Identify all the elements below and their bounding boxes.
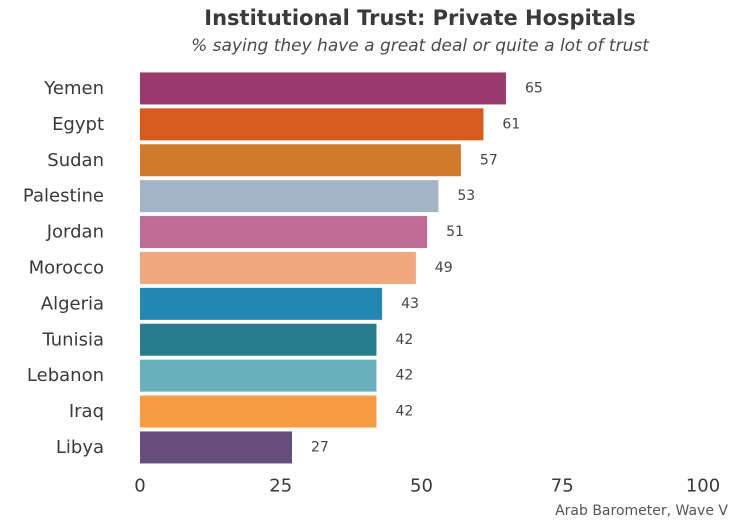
category-label-yemen: Yemen: [43, 78, 104, 99]
bar-jordan: [140, 216, 428, 249]
chart-subtitle: % saying they have a great deal or quite…: [191, 36, 649, 56]
category-label-morocco: Morocco: [29, 257, 104, 278]
bar-iraq: [140, 395, 377, 428]
chart-caption: Arab Barometer, Wave V: [555, 503, 728, 519]
category-label-iraq: Iraq: [69, 401, 104, 422]
bar-lebanon: [140, 359, 377, 392]
category-label-egypt: Egypt: [52, 114, 104, 135]
x-tick-50: 50: [410, 476, 433, 497]
category-label-palestine: Palestine: [23, 186, 104, 207]
value-label-algeria: 43: [401, 296, 419, 312]
category-label-libya: Libya: [56, 437, 104, 458]
chart-title: Institutional Trust: Private Hospitals: [204, 6, 636, 30]
bar-palestine: [140, 180, 439, 213]
value-label-sudan: 57: [480, 152, 498, 168]
x-tick-0: 0: [134, 476, 145, 497]
bar-sudan: [140, 144, 461, 177]
bar-morocco: [140, 251, 416, 284]
category-label-sudan: Sudan: [47, 150, 104, 171]
value-label-morocco: 49: [435, 260, 453, 276]
x-tick-25: 25: [269, 476, 292, 497]
bar-algeria: [140, 287, 383, 320]
category-label-jordan: Jordan: [46, 222, 104, 243]
value-label-egypt: 61: [502, 116, 520, 132]
category-labels: Yemen Egypt Sudan Palestine Jordan Morocco Alg…: [23, 78, 104, 458]
category-label-algeria: Algeria: [41, 293, 104, 314]
value-label-lebanon: 42: [395, 368, 413, 384]
bar-libya: [140, 431, 293, 464]
value-label-yemen: 65: [525, 80, 543, 96]
value-labels: 65 61 57 53 51 49 43 42 42 42 27: [311, 80, 543, 455]
value-label-tunisia: 42: [395, 332, 413, 348]
bar-tunisia: [140, 323, 377, 356]
value-label-libya: 27: [311, 439, 329, 455]
value-label-palestine: 53: [457, 188, 475, 204]
x-tick-100: 100: [686, 476, 720, 497]
category-label-lebanon: Lebanon: [27, 365, 104, 386]
x-tick-75: 75: [551, 476, 574, 497]
value-label-iraq: 42: [395, 404, 413, 420]
bar-yemen: [140, 72, 506, 105]
category-label-tunisia: Tunisia: [42, 329, 105, 350]
bar-egypt: [140, 108, 484, 141]
value-label-jordan: 51: [446, 224, 464, 240]
bars-group: [140, 72, 506, 464]
x-axis-ticks: 0 25 50 75 100: [134, 476, 720, 497]
